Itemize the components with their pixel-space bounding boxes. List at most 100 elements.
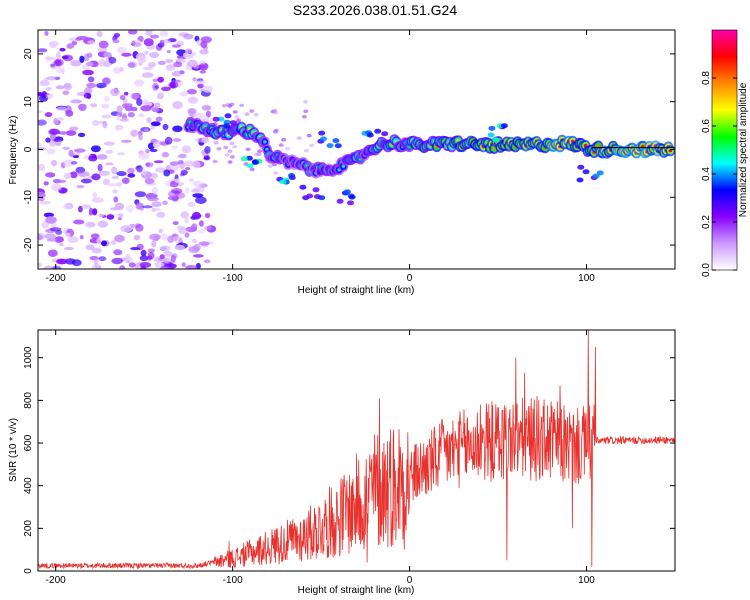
spectrogram-noise-blob	[178, 153, 187, 158]
spectrogram-noise-blob	[147, 248, 155, 253]
spectrogram-noise-blob	[130, 106, 138, 112]
ridge-branch	[302, 195, 310, 201]
spectrogram-noise-blob	[49, 128, 61, 135]
spectrogram-noise-blob	[192, 180, 203, 187]
spectrogram-noise-blob	[137, 55, 147, 64]
spectrogram-noise-blob	[92, 208, 98, 216]
spectrogram-noise-blob	[83, 92, 92, 99]
spectrogram-noise-blob	[201, 105, 212, 111]
colorbar-tick-label: 0.2	[701, 215, 712, 229]
spectrogram-noise-blob	[136, 165, 143, 173]
ridge-branch	[212, 116, 220, 122]
y-tick-label: 800	[23, 392, 34, 409]
spectrogram-noise-blob	[157, 92, 165, 100]
spectrogram-noise-blob	[179, 91, 189, 97]
spectrogram-noise-blob	[112, 39, 120, 43]
ridge-branch	[299, 184, 307, 190]
spectrogram-noise-blob	[104, 96, 110, 102]
spectrogram-noise-blob	[98, 40, 109, 49]
spectrogram-noise-blob	[138, 152, 150, 160]
y-tick-label: 200	[23, 520, 34, 537]
spectrogram-noise-blob	[117, 46, 127, 54]
spectrogram-noise-blob	[189, 178, 194, 182]
spectrogram-noise-blob	[120, 139, 132, 143]
spectrogram-noise-blob	[152, 186, 159, 195]
spectrogram-noise-blob	[136, 98, 143, 106]
spectrogram-noise-blob	[224, 153, 230, 157]
spectrogram-noise-blob	[212, 159, 218, 164]
spectrogram-noise-blob	[58, 131, 68, 135]
spectrogram-noise-blob	[144, 50, 149, 55]
spectrogram-noise-blob	[73, 219, 85, 225]
spectrogram-noise-blob	[96, 31, 103, 37]
colorbar-ticks: 0.0 0.2 0.4 0.6 0.8	[701, 71, 737, 277]
spectrogram-noise-blob	[157, 60, 166, 65]
ridge-branch	[487, 132, 495, 138]
spectrogram-noise-blob	[171, 70, 182, 77]
spectrogram-noise-blob	[143, 128, 149, 132]
x-tick-label: 100	[578, 273, 595, 284]
spectrogram-noise-blob	[91, 173, 101, 181]
spectrogram-noise-blob	[56, 51, 61, 60]
spectrogram-noise-blob	[113, 196, 119, 203]
spectrogram-noise-blob	[155, 167, 167, 173]
ridge-branch	[288, 173, 296, 178]
spectrogram-noise-blob	[124, 91, 129, 96]
spectrogram-noise-blob	[56, 106, 68, 112]
spectrogram-noise-blob	[97, 154, 108, 160]
spectrogram-noise-blob	[296, 136, 302, 140]
spectrogram-noise-blob	[127, 62, 136, 68]
ridge-branch	[374, 128, 382, 134]
ridge-branch	[348, 194, 356, 200]
ridge-branch	[224, 113, 232, 119]
spectrogram-noise-blob	[63, 172, 72, 180]
spectrogram-noise-blob	[127, 112, 135, 118]
spectrogram-noise-blob	[101, 240, 107, 247]
spectrogram-noise-blob	[187, 202, 196, 207]
ridge-branch	[217, 116, 225, 122]
ridge-branch	[577, 164, 585, 170]
spectrogram-noise-blob	[47, 249, 58, 257]
spectrogram-noise-blob	[149, 34, 160, 39]
spectrogram-noise-blob	[62, 90, 70, 96]
spectrogram-noise-blob	[303, 148, 309, 153]
spectrogram-noise-blob	[70, 60, 82, 67]
spectrogram-noise-blob	[200, 40, 208, 49]
spectrogram-noise-blob	[195, 80, 206, 85]
spectrogram-noise-blob	[273, 171, 279, 175]
spectrogram-noise-blob	[146, 117, 152, 123]
spectrogram-noise-blob	[223, 145, 229, 150]
spectrogram-noise-blob	[181, 145, 192, 154]
spectrogram-noise-blob	[45, 172, 56, 178]
spectrogram-noise-blob	[203, 259, 211, 264]
spectrogram-noise-blob	[181, 262, 186, 267]
spectrogram-noise-blob	[185, 187, 190, 194]
spectrogram-noise-blob	[147, 255, 152, 261]
spectrogram-noise-blob	[108, 57, 117, 64]
spectrogram-noise-blob	[140, 249, 147, 257]
spectrogram-noise-blob	[192, 254, 204, 258]
spectrogram-noise-blob	[114, 234, 125, 243]
spectrogram-noise-blob	[90, 145, 101, 153]
spectrogram-noise-blob	[161, 86, 171, 92]
spectrogram-noise-blob	[78, 132, 86, 138]
spectrogram-noise-blob	[195, 262, 201, 269]
spectrogram-noise-blob	[141, 72, 154, 78]
spectrogram-noise-blob	[127, 167, 135, 174]
spectrogram-noise-blob	[73, 148, 86, 153]
spectrogram-noise-blob	[191, 211, 202, 220]
spectrogram-noise-blob	[101, 114, 112, 119]
spectrogram-noise-blob	[191, 223, 198, 232]
spectrogram-noise-blob	[117, 217, 122, 221]
spectrogram-noise-blob	[169, 161, 180, 166]
spectrogram-noise-blob	[55, 117, 65, 121]
spectrogram-noise-blob	[39, 200, 51, 205]
spectrogram-noise-blob	[158, 228, 163, 234]
spectrogram-noise-blob	[44, 233, 57, 240]
spectrogram-noise-blob	[49, 227, 62, 232]
spectrogram-noise-blob	[203, 225, 212, 231]
spectrogram-noise-blob	[185, 48, 193, 54]
spectrogram-noise-blob	[163, 38, 171, 44]
spectrogram-noise-blob	[227, 149, 233, 153]
y-tick-label: 600	[23, 434, 34, 451]
